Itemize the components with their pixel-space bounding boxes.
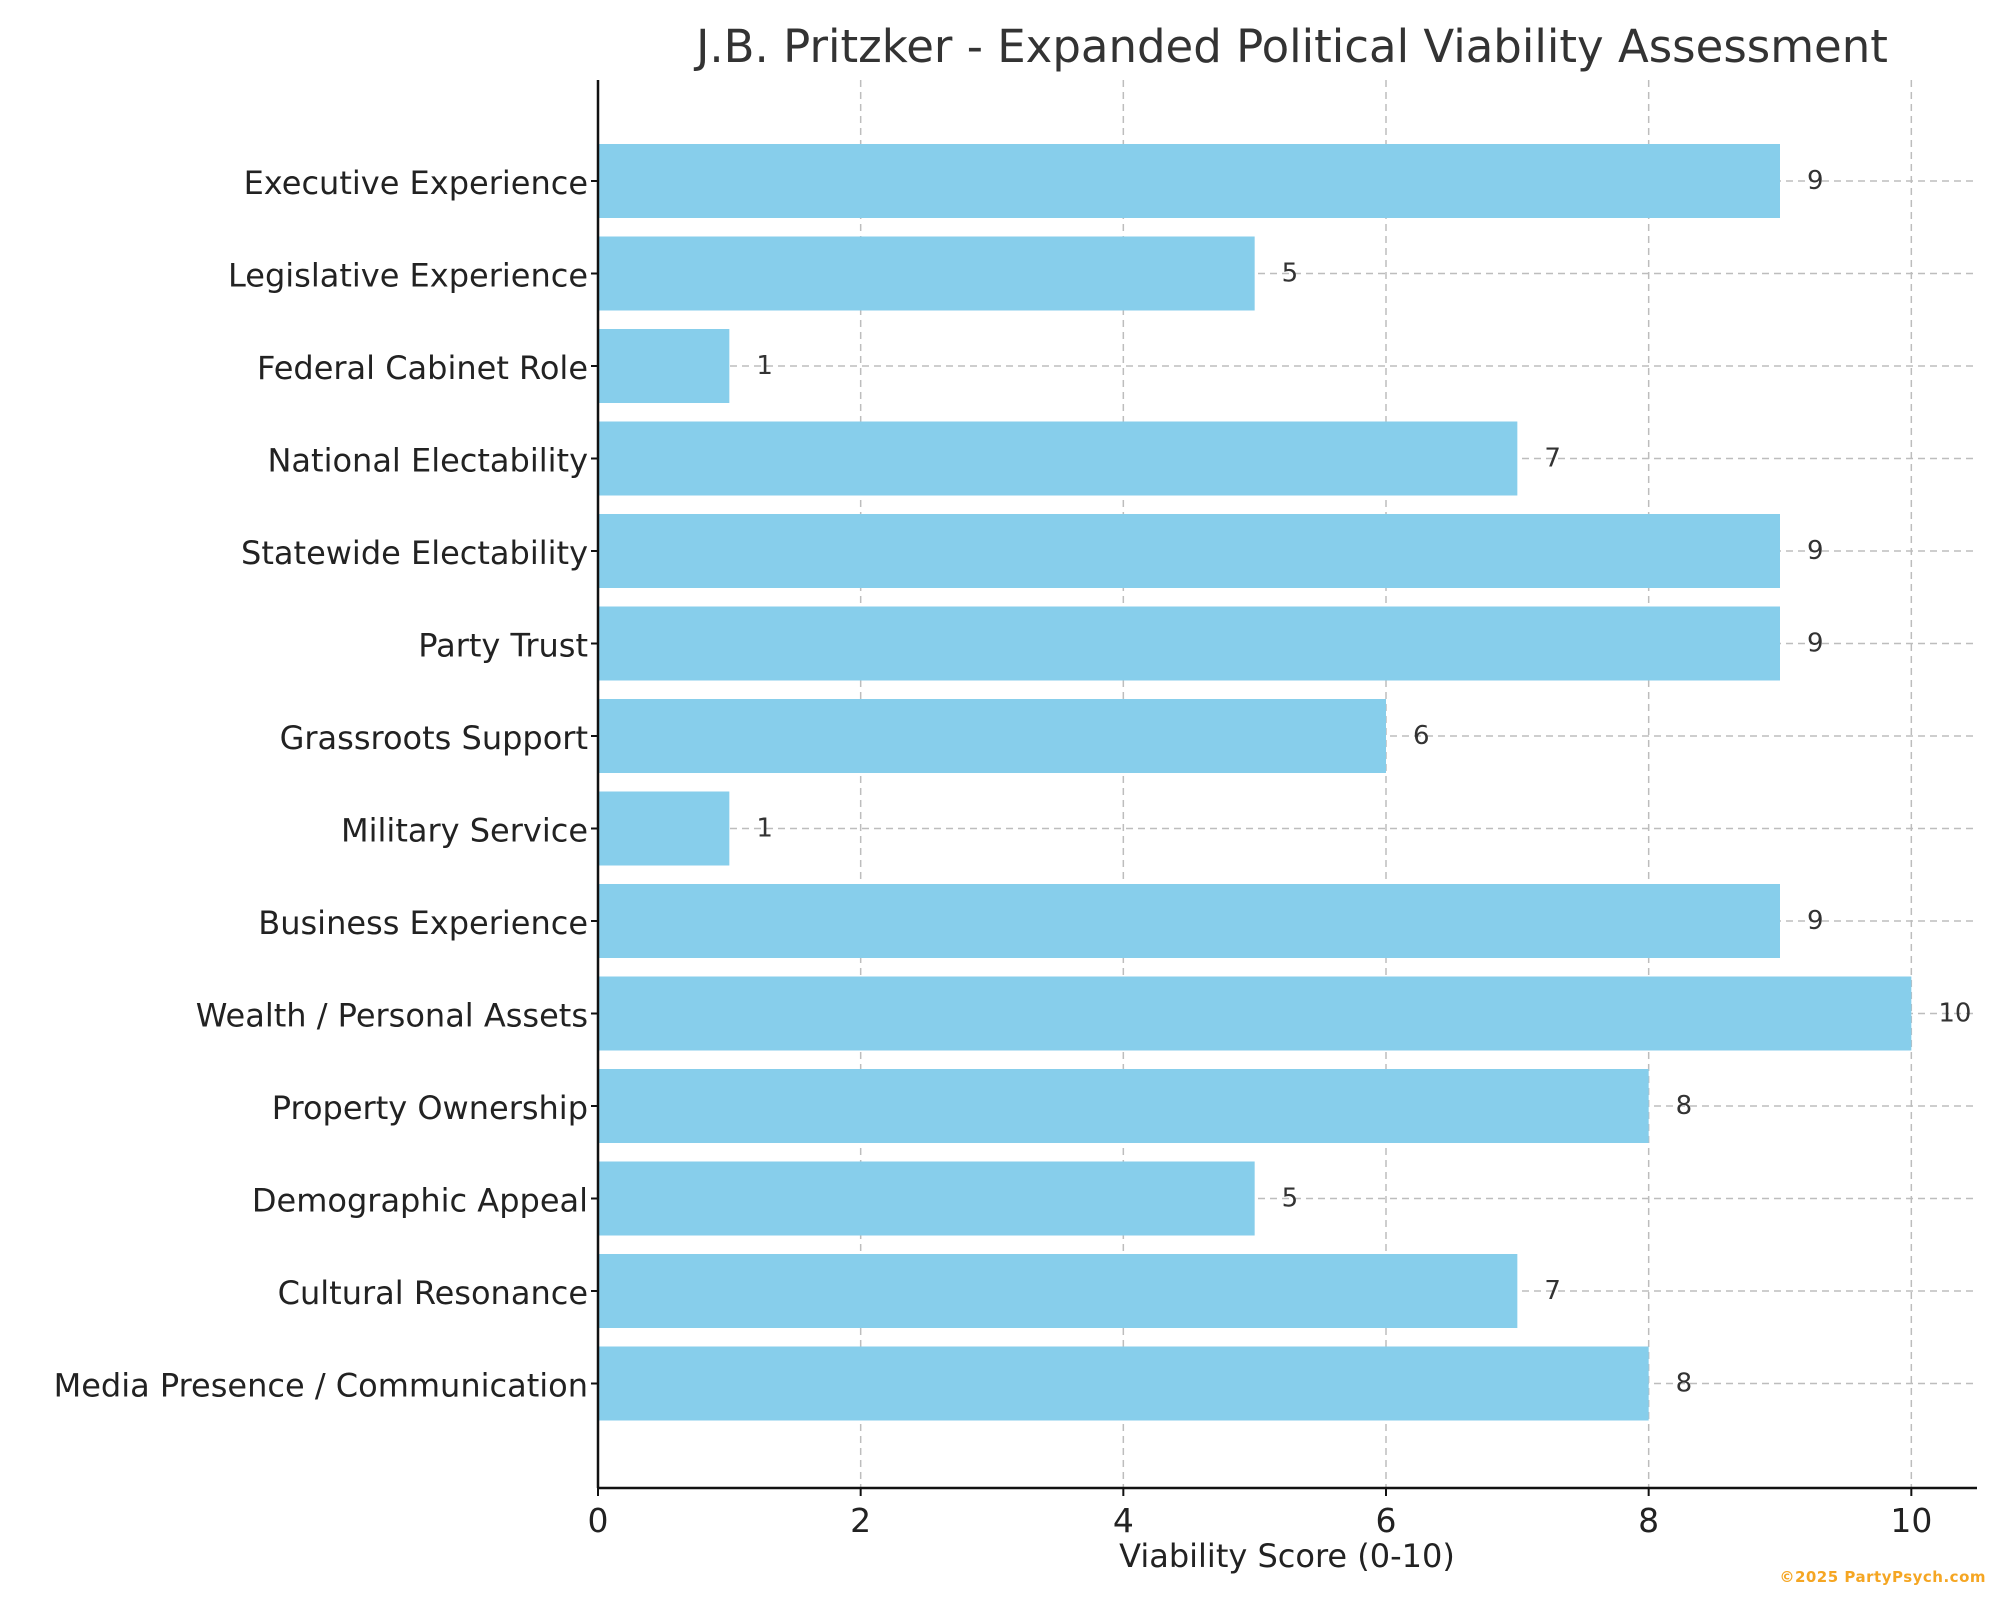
x-tick-label: 0 [588,1501,609,1540]
bar-value-label: 9 [1807,166,1824,196]
bar [598,606,1780,681]
bar [598,884,1780,958]
copyright-watermark: ©2025 PartyPsych.com [1779,1568,1986,1586]
x-axis-label: Viability Score (0-10) [1119,1537,1455,1575]
bar-value-label: 5 [1282,1184,1299,1214]
value-labels: 9 5 1 7 9 9 6 1 9 10 8 5 7 8 [756,166,1971,1399]
bar-value-label: 8 [1676,1091,1693,1121]
category-label: Business Experience [258,904,588,942]
bar [598,1069,1649,1143]
category-label: Party Trust [418,627,588,665]
bar-value-label: 7 [1544,1276,1561,1306]
bar [598,976,1912,1051]
category-label: Cultural Resonance [278,1274,588,1312]
category-label: Property Ownership [272,1089,588,1127]
bar-value-label: 1 [756,351,773,381]
category-label: Media Presence / Communication [54,1367,588,1405]
bar [598,514,1780,588]
x-tick-label: 8 [1638,1501,1659,1540]
bar-value-label: 8 [1676,1369,1693,1399]
bar [598,791,730,866]
category-label: National Electability [267,442,588,480]
x-tick-label: 2 [850,1501,871,1540]
bar [598,421,1518,496]
bar-value-label: 9 [1807,906,1824,936]
category-labels: Executive Experience Legislative Experien… [54,164,588,1405]
chart-title: J.B. Pritzker - Expanded Political Viabi… [693,20,1888,73]
x-ticks: 0 2 4 6 8 10 [588,180,1932,1540]
category-label: Executive Experience [244,164,588,202]
category-label: Military Service [341,812,588,850]
category-label: Federal Cabinet Role [257,349,588,387]
bar [598,1254,1518,1328]
bar [598,1346,1649,1421]
category-label: Statewide Electability [241,534,588,572]
bar [598,144,1780,218]
bar [598,236,1255,311]
bar-value-label: 7 [1544,444,1561,474]
axes [596,80,1977,1490]
bar [598,1161,1255,1236]
bar-value-label: 1 [756,814,773,844]
x-tick-label: 4 [1113,1501,1134,1540]
bar-value-label: 10 [1938,999,1971,1029]
category-label: Demographic Appeal [252,1182,588,1220]
bar-value-label: 9 [1807,629,1824,659]
category-label: Grassroots Support [280,719,588,757]
bar [598,699,1386,773]
x-tick-label: 6 [1376,1501,1397,1540]
bar-value-label: 6 [1413,721,1430,751]
bar-value-label: 9 [1807,536,1824,566]
bar [598,329,730,403]
bars [598,144,1912,1421]
category-label: Wealth / Personal Assets [196,997,588,1035]
category-label: Legislative Experience [228,257,588,295]
bar-value-label: 5 [1282,259,1299,289]
x-tick-label: 10 [1890,1501,1932,1540]
